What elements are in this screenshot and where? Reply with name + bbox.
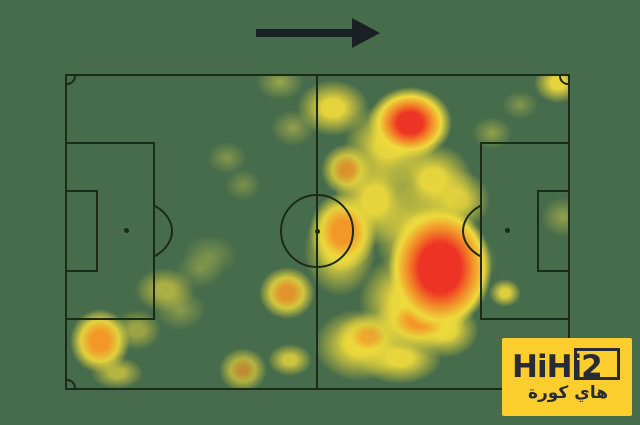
penalty-spot-right	[505, 228, 510, 233]
brand-name-prefix: HiHi	[512, 349, 582, 385]
brand-2-box	[574, 348, 620, 380]
attack-direction-arrow-icon	[256, 18, 380, 48]
football-pitch	[65, 74, 570, 390]
goal-area-left	[67, 190, 98, 272]
center-circle	[280, 194, 354, 268]
brand-tagline-arabic: هاي كورة	[527, 383, 608, 403]
brand-name: HiHi2	[512, 349, 603, 385]
brand-watermark: HiHi2 هاي كورة	[502, 338, 632, 416]
goal-area-right	[537, 190, 568, 272]
center-spot	[315, 229, 320, 234]
penalty-spot-left	[124, 228, 129, 233]
arrow-shaft	[256, 29, 353, 37]
corner-arc-bottom-left	[67, 379, 76, 388]
brand-name-suffix: 2	[581, 349, 603, 385]
penalty-area-right	[480, 142, 568, 320]
penalty-area-left	[67, 142, 155, 320]
corner-arc-top-right	[559, 76, 568, 85]
arrow-head	[352, 18, 380, 48]
